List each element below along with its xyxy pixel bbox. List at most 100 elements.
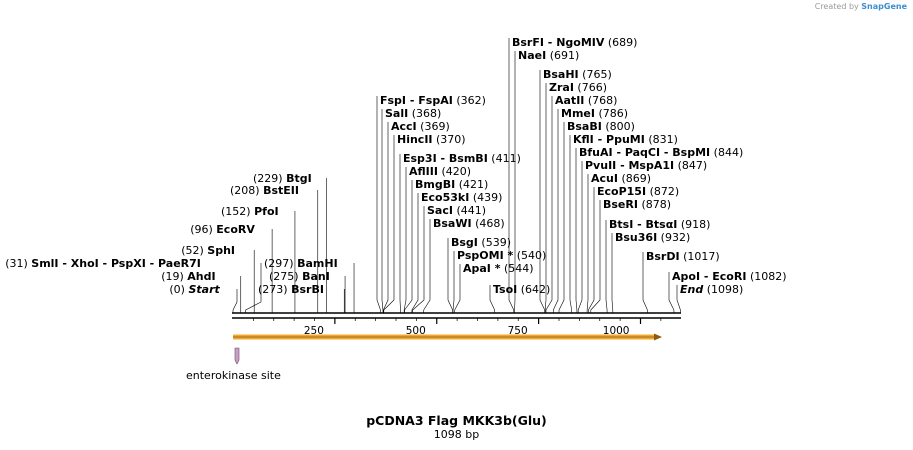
site-label-eco53ki[interactable]: Eco53kI (439) — [421, 191, 502, 204]
site-label-afliii[interactable]: AflIII (420) — [409, 165, 471, 178]
enzyme-name: SacI — [427, 204, 453, 217]
site-position: (441) — [456, 204, 486, 217]
site-label-hincii[interactable]: HincII (370) — [397, 133, 466, 146]
site-label-acci[interactable]: AccI (369) — [391, 120, 450, 133]
site-label-pvuii[interactable]: PvuII - MspA1I (847) — [585, 159, 707, 172]
site-label-tsoi[interactable]: TsoI (642) — [493, 283, 550, 296]
leader-line — [508, 38, 515, 311]
enzyme-name: SalI — [385, 107, 408, 120]
site-label-bsrbi[interactable]: (273) BsrBI — [258, 283, 324, 296]
site-position: (439) — [473, 191, 503, 204]
site-label-ecop15i[interactable]: EcoP15I (872) — [597, 185, 679, 198]
ruler-label: 250 — [304, 325, 324, 337]
leader-line — [588, 187, 595, 311]
site-position: (800) — [605, 120, 635, 133]
site-label-bsu36i[interactable]: Bsu36I (932) — [615, 231, 690, 244]
enzyme-name: EcoRV — [216, 223, 255, 236]
site-label-bamhi[interactable]: (297) BamHI — [264, 257, 338, 270]
site-position: (420) — [441, 165, 471, 178]
site-label-apoi[interactable]: ApoI - EcoRI (1082) — [672, 270, 787, 283]
enterokinase-site-feature[interactable] — [234, 347, 240, 365]
ruler-label: 1000 — [603, 325, 630, 337]
site-label-start[interactable]: (0) Start — [169, 283, 220, 296]
site-label-naei[interactable]: NaeI (691) — [518, 49, 579, 62]
site-label-end[interactable]: End (1098) — [680, 283, 743, 296]
site-position: (766) — [577, 81, 607, 94]
site-label-fspi[interactable]: FspI - FspAI (362) — [380, 94, 486, 107]
site-position: (544) — [504, 262, 534, 275]
site-position: (878) — [641, 198, 671, 211]
site-label-bsgi[interactable]: BsgI (539) — [451, 236, 511, 249]
enzyme-name: BsrBI — [291, 283, 324, 296]
site-label-ahdi[interactable]: (19) AhdI — [161, 270, 215, 283]
enzyme-name: - BtsαI — [633, 218, 677, 231]
enzyme-name: ZraI — [549, 81, 574, 94]
site-label-bsteii[interactable]: (208) BstEII — [230, 184, 299, 197]
site-position: (872) — [650, 185, 680, 198]
site-label-bmgbi[interactable]: BmgBI (421) — [415, 178, 488, 191]
site-position: (869) — [621, 172, 651, 185]
site-label-btsi[interactable]: BtsI - BtsαI (918) — [609, 218, 710, 231]
enzyme-name: - PaeR7I — [146, 257, 201, 270]
enzyme-name: BsaBI — [567, 120, 602, 133]
site-position: (273) — [258, 283, 288, 296]
site-label-esp3i[interactable]: Esp3I - BsmBI (411) — [403, 152, 521, 165]
leader-line — [376, 96, 381, 311]
enzyme-name: NaeI — [518, 49, 546, 62]
site-label-aatii[interactable]: AatII (768) — [555, 94, 617, 107]
site-label-bsrfi[interactable]: BsrFI - NgoMIV (689) — [512, 36, 637, 49]
site-label-ecorv[interactable]: (96) EcoRV — [190, 223, 255, 236]
site-label-apai[interactable]: ApaI * (544) — [463, 262, 534, 275]
site-position: (0) — [169, 283, 185, 296]
enzyme-name: BmgBI — [415, 178, 455, 191]
enzyme-name: MmeI — [561, 107, 595, 120]
leader-line — [545, 96, 553, 311]
site-label-bsabi[interactable]: BsaBI (800) — [567, 120, 635, 133]
enzyme-name: BsgI — [451, 236, 478, 249]
site-position: (831) — [648, 133, 678, 146]
enzyme-name: BsrDI — [646, 250, 680, 263]
site-position: (642) — [521, 283, 551, 296]
site-label-bseri[interactable]: BseRI (878) — [603, 198, 671, 211]
site-label-sali[interactable]: SalI (368) — [385, 107, 441, 120]
site-position: (1082) — [750, 270, 787, 283]
enzyme-name: AatII — [555, 94, 584, 107]
site-position: (368) — [412, 107, 442, 120]
enzyme-name: AhdI — [187, 270, 215, 283]
site-label-btgi[interactable]: (229) BtgI — [253, 172, 312, 185]
leader-line — [668, 272, 675, 311]
enzyme-name: - BsmBI — [437, 152, 488, 165]
leader-line — [558, 122, 565, 311]
enzyme-name: BsaWI — [433, 217, 472, 230]
site-position: (369) — [420, 120, 450, 133]
site-position: (229) — [253, 172, 283, 185]
leader-line — [412, 206, 425, 311]
site-label-bani[interactable]: (275) BanI — [269, 270, 330, 283]
site-label-zrai[interactable]: ZraI (766) — [549, 81, 607, 94]
site-label-bsawi[interactable]: BsaWI (468) — [433, 217, 505, 230]
site-position: (786) — [598, 107, 628, 120]
orf-arrow[interactable] — [233, 333, 662, 341]
site-position: (932) — [661, 231, 691, 244]
map-title: pCDNA3 Flag MKK3b(Glu) — [366, 413, 547, 428]
leader-line — [539, 70, 546, 311]
site-label-bfuai[interactable]: BfuAI - PaqCI - BspMI (844) — [579, 146, 743, 159]
leader-line — [232, 289, 238, 311]
site-label-smli[interactable]: (31) SmlI - XhoI - PspXI - PaeR7I — [5, 257, 201, 270]
leader-line — [553, 109, 559, 311]
feature-label: enterokinase site — [186, 369, 281, 382]
site-label-saci[interactable]: SacI (441) — [427, 204, 486, 217]
site-label-bsrdi[interactable]: BsrDI (1017) — [646, 250, 720, 263]
site-position: (421) — [459, 178, 489, 191]
enzyme-name: KflI — [573, 133, 594, 146]
site-label-kfli[interactable]: KflI - PpuMI (831) — [573, 133, 678, 146]
site-label-mmei[interactable]: MmeI (786) — [561, 107, 628, 120]
site-label-sphi[interactable]: (52) SphI — [181, 244, 235, 257]
site-label-bsahi[interactable]: BsaHI (765) — [543, 68, 612, 81]
site-label-pfoi[interactable]: (152) PfoI — [221, 205, 279, 218]
site-label-acui[interactable]: AcuI (869) — [591, 172, 651, 185]
site-label-pspomi[interactable]: PspOMI * (540) — [457, 249, 546, 262]
site-position: (19) — [161, 270, 184, 283]
leader-line — [454, 264, 461, 311]
